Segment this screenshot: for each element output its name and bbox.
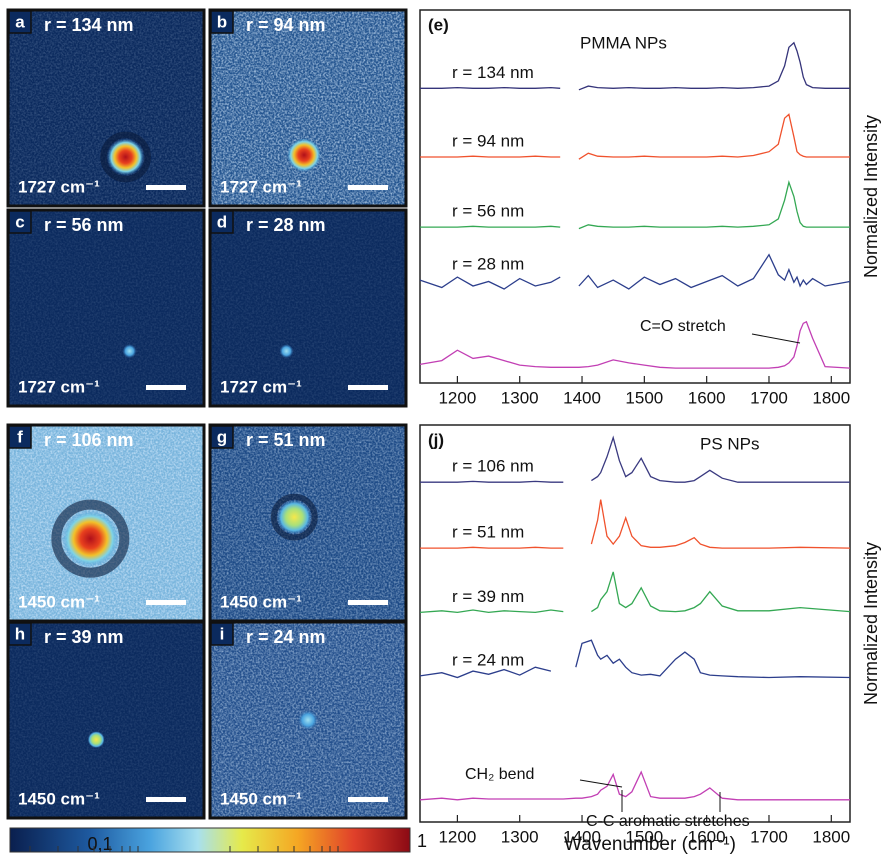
nanoparticle-spot bbox=[88, 731, 105, 748]
colorbar-low-label: 0,1 bbox=[87, 834, 112, 854]
series-label: r = 94 nm bbox=[452, 131, 524, 150]
nanoparticle-spot bbox=[62, 511, 118, 567]
page: a r = 134 nm 1727 cm⁻¹ b r = 94 nm 1727 cm⁻¹ c… bbox=[0, 0, 885, 857]
panel-radius: r = 134 nm bbox=[44, 15, 134, 35]
y-axis-label: Normalized Intensity bbox=[861, 542, 881, 705]
x-tick-label: 1800 bbox=[812, 827, 850, 846]
series-label: r = 39 nm bbox=[452, 587, 524, 606]
colorbar-gradient bbox=[10, 828, 410, 852]
figure: a r = 134 nm 1727 cm⁻¹ b r = 94 nm 1727 cm⁻¹ c… bbox=[0, 0, 885, 857]
image-panels: a r = 134 nm 1727 cm⁻¹ b r = 94 nm 1727 cm⁻¹ c… bbox=[8, 10, 406, 818]
panel-letter: d bbox=[217, 212, 227, 231]
colorbar-high-label: 1 bbox=[417, 831, 427, 851]
x-axis-label: Wavenumber (cm⁻¹) bbox=[564, 834, 736, 855]
x-tick-label: 1400 bbox=[563, 388, 601, 407]
panel-radius: r = 39 nm bbox=[44, 627, 124, 647]
scale-bar bbox=[146, 797, 186, 802]
panel-letter: f bbox=[17, 427, 23, 446]
nanoparticle-spot bbox=[123, 344, 137, 358]
panel-wavenumber: 1450 cm⁻¹ bbox=[220, 789, 302, 808]
annotation: C-C aromatic stretches bbox=[586, 813, 750, 830]
scale-bar bbox=[146, 600, 186, 605]
x-tick-label: 1500 bbox=[625, 388, 663, 407]
spectra: 1200 1300 1400 1500 1600 1700 1800 (e) PMMA NPs N… bbox=[420, 10, 881, 855]
x-tick-label: 1600 bbox=[688, 388, 726, 407]
nanoparticle-spot bbox=[277, 500, 311, 534]
spectrum-chart: 1200 1300 1400 1500 1600 1700 1800 (e) PMMA NPs N… bbox=[420, 10, 881, 407]
panel-label: (e) bbox=[428, 15, 449, 34]
series-label: r = 134 nm bbox=[452, 63, 534, 82]
scale-bar bbox=[146, 385, 186, 390]
x-tick-label: 1700 bbox=[750, 388, 788, 407]
panel-wavenumber: 1450 cm⁻¹ bbox=[220, 592, 302, 611]
x-tick-label: 1200 bbox=[438, 388, 476, 407]
scale-bar bbox=[348, 797, 388, 802]
x-tick-label: 1200 bbox=[438, 827, 476, 846]
panel-letter: c bbox=[15, 212, 24, 231]
scale-bar bbox=[348, 185, 388, 190]
chart-title: PS NPs bbox=[700, 434, 760, 453]
panel-wavenumber: 1727 cm⁻¹ bbox=[18, 177, 100, 196]
annotation: CH₂ bend bbox=[465, 766, 534, 783]
panel-letter: a bbox=[15, 12, 25, 31]
panel-radius: r = 24 nm bbox=[246, 627, 326, 647]
panel-wavenumber: 1450 cm⁻¹ bbox=[18, 592, 100, 611]
panel-radius: r = 51 nm bbox=[246, 430, 326, 450]
panel-letter: h bbox=[15, 624, 25, 643]
panel-radius: r = 94 nm bbox=[246, 15, 326, 35]
series-label: r = 24 nm bbox=[452, 650, 524, 669]
nanoparticle-spot bbox=[298, 710, 318, 730]
panel-letter: b bbox=[217, 12, 227, 31]
series-label: r = 56 nm bbox=[452, 202, 524, 221]
series-label: r = 51 nm bbox=[452, 523, 524, 542]
series-label: r = 28 nm bbox=[452, 255, 524, 274]
panel-wavenumber: 1450 cm⁻¹ bbox=[18, 789, 100, 808]
panel-wavenumber: 1727 cm⁻¹ bbox=[18, 377, 100, 396]
panel-wavenumber: 1727 cm⁻¹ bbox=[220, 177, 302, 196]
scale-bar bbox=[348, 600, 388, 605]
chart-title: PMMA NPs bbox=[580, 33, 667, 52]
spectrum-line bbox=[420, 322, 850, 368]
x-tick-label: 1700 bbox=[750, 827, 788, 846]
nanoparticle-spot bbox=[287, 138, 321, 172]
scale-bar bbox=[146, 185, 186, 190]
panel-wavenumber: 1727 cm⁻¹ bbox=[220, 377, 302, 396]
panel-radius: r = 28 nm bbox=[246, 215, 326, 235]
nanoparticle-spot bbox=[107, 139, 143, 175]
x-tick-label: 1800 bbox=[812, 388, 850, 407]
colorbar: 0,1 1 bbox=[10, 828, 427, 854]
panel-label: (j) bbox=[428, 430, 444, 449]
panel-radius: r = 56 nm bbox=[44, 215, 124, 235]
y-axis-label: Normalized Intensity bbox=[861, 115, 881, 278]
panel-radius: r = 106 nm bbox=[44, 430, 134, 450]
plot-frame bbox=[420, 425, 850, 822]
annotation-arrow bbox=[752, 334, 800, 343]
panel-letter: i bbox=[220, 624, 225, 643]
series-label: r = 106 nm bbox=[452, 457, 534, 476]
scale-bar bbox=[348, 385, 388, 390]
x-tick-label: 1300 bbox=[501, 388, 539, 407]
annotation: C=O stretch bbox=[640, 318, 726, 335]
x-tick-label: 1300 bbox=[501, 827, 539, 846]
panel-letter: g bbox=[217, 427, 227, 446]
nanoparticle-spot bbox=[279, 344, 293, 358]
